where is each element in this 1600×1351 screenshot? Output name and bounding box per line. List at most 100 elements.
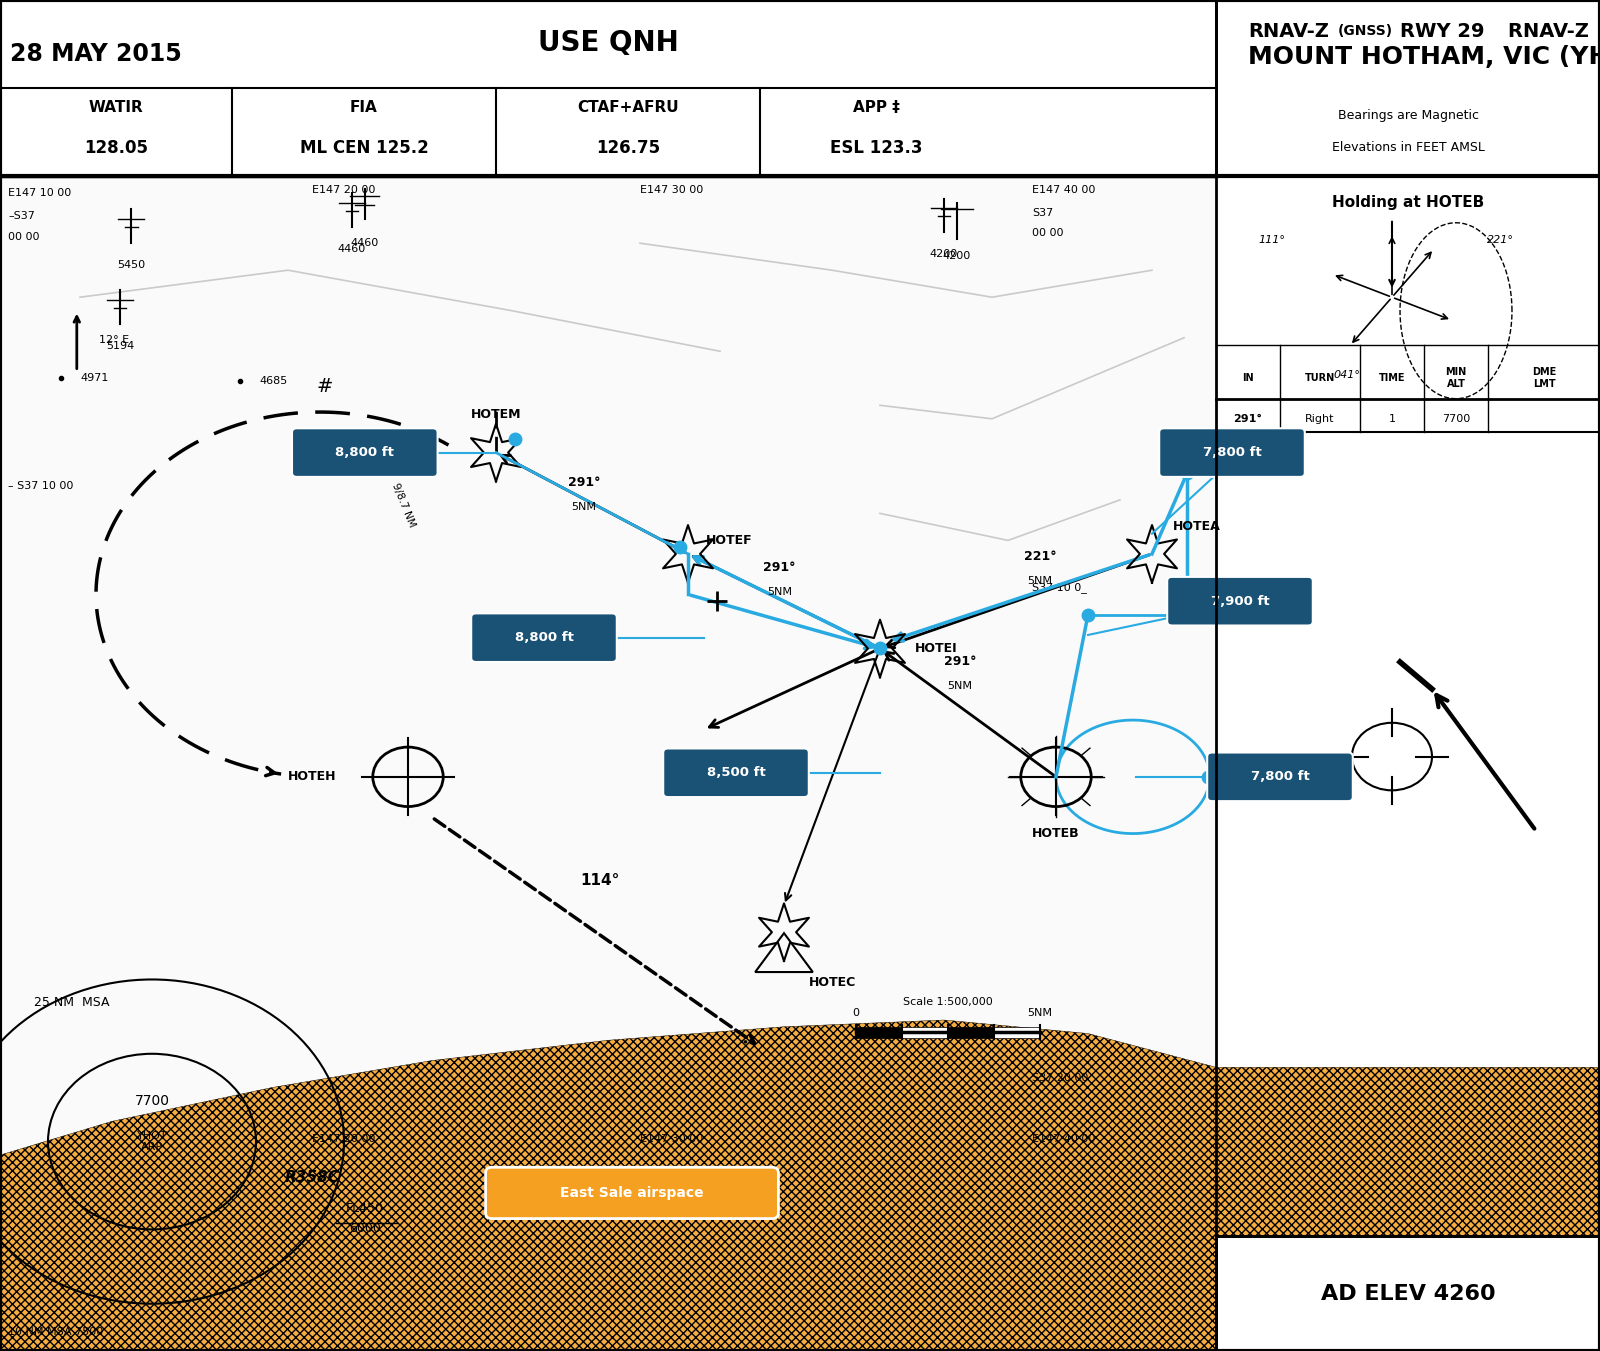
Text: USE QNH: USE QNH — [538, 30, 678, 57]
Text: 4200: 4200 — [942, 251, 971, 261]
Polygon shape — [0, 1020, 1600, 1351]
Text: HOTEF: HOTEF — [706, 534, 754, 547]
Text: #: # — [317, 377, 333, 396]
FancyBboxPatch shape — [291, 428, 438, 477]
Text: RNAV-Z: RNAV-Z — [1248, 22, 1330, 41]
Text: ML CEN 125.2: ML CEN 125.2 — [299, 139, 429, 157]
Text: E147 20 00: E147 20 00 — [312, 185, 376, 195]
Bar — [856, 1027, 902, 1038]
Text: –S37: –S37 — [8, 211, 35, 220]
Text: 7,800 ft: 7,800 ft — [1251, 770, 1309, 784]
Text: RWY 29: RWY 29 — [1400, 22, 1485, 41]
Text: Elevations in FEET AMSL: Elevations in FEET AMSL — [1331, 142, 1485, 154]
Text: 111°: 111° — [1259, 235, 1285, 245]
Text: Right: Right — [1306, 413, 1334, 424]
Text: HOTEM: HOTEM — [470, 408, 522, 422]
Text: 7700: 7700 — [134, 1094, 170, 1108]
Text: 221°: 221° — [1488, 235, 1514, 245]
Text: TURN: TURN — [1306, 373, 1334, 384]
Text: East Sale airspace: East Sale airspace — [560, 1186, 704, 1200]
Text: Bearings are Magnetic: Bearings are Magnetic — [1338, 109, 1478, 122]
Text: TIME: TIME — [1379, 373, 1405, 384]
Text: YHOT
ARP: YHOT ARP — [136, 1131, 168, 1152]
Text: MOUNT HOTHAM, VIC (YHOT): MOUNT HOTHAM, VIC (YHOT) — [1248, 45, 1600, 69]
Text: 1: 1 — [1389, 413, 1395, 424]
Text: IN: IN — [1242, 373, 1254, 384]
Bar — [902, 1027, 949, 1038]
Text: (GNSS): (GNSS) — [1338, 24, 1392, 38]
Text: 5NM: 5NM — [1027, 576, 1053, 586]
FancyBboxPatch shape — [1158, 428, 1306, 477]
Text: HOTEC: HOTEC — [808, 975, 856, 989]
Text: HOTEH: HOTEH — [288, 770, 336, 784]
Text: 5450: 5450 — [117, 261, 146, 270]
FancyBboxPatch shape — [664, 748, 810, 797]
Text: E147 10 00: E147 10 00 — [8, 188, 72, 197]
Text: 8,500 ft: 8,500 ft — [707, 766, 765, 780]
Text: 114°: 114° — [581, 873, 619, 888]
Text: ESL 123.3: ESL 123.3 — [830, 139, 922, 157]
Text: 128.05: 128.05 — [83, 139, 147, 157]
Text: HOTEB: HOTEB — [1032, 827, 1080, 840]
Text: Holding at HOTEB: Holding at HOTEB — [1331, 195, 1485, 211]
Text: CTAF+AFRU: CTAF+AFRU — [578, 100, 678, 115]
FancyBboxPatch shape — [486, 1167, 778, 1219]
Text: 9/8.7 NM: 9/8.7 NM — [390, 482, 416, 528]
Text: 041°: 041° — [1334, 370, 1360, 380]
Text: S37: S37 — [1032, 208, 1053, 218]
FancyBboxPatch shape — [1168, 577, 1312, 626]
Bar — [994, 1027, 1040, 1038]
Bar — [1216, 1236, 1600, 1351]
Text: 126.75: 126.75 — [595, 139, 661, 157]
Text: 00 00: 00 00 — [8, 232, 40, 242]
Text: DME
LMT: DME LMT — [1531, 367, 1557, 389]
Text: AD ELEV 4260: AD ELEV 4260 — [1320, 1283, 1496, 1304]
Text: 5NM: 5NM — [571, 501, 597, 512]
Bar — [0, 176, 1216, 1351]
Text: 7,900 ft: 7,900 ft — [1211, 594, 1269, 608]
FancyBboxPatch shape — [472, 613, 618, 662]
Text: 5194: 5194 — [106, 342, 134, 351]
Text: 4200: 4200 — [930, 250, 958, 259]
Text: E147 20 00: E147 20 00 — [312, 1133, 376, 1143]
Text: 291°: 291° — [944, 655, 976, 669]
Text: Scale 1:500,000: Scale 1:500,000 — [902, 997, 994, 1006]
Text: HOTEI: HOTEI — [915, 642, 957, 655]
Text: 0: 0 — [853, 1008, 859, 1017]
Text: WATIR: WATIR — [88, 100, 144, 115]
Text: E147 40 00: E147 40 00 — [1032, 1133, 1096, 1143]
Text: 5NM: 5NM — [766, 586, 792, 597]
Text: FL450: FL450 — [346, 1202, 384, 1215]
Text: FIA: FIA — [350, 100, 378, 115]
Text: – S37 10 00: – S37 10 00 — [8, 481, 74, 490]
Text: MIN
ALT: MIN ALT — [1445, 367, 1467, 389]
Text: S37 20 00: S37 20 00 — [1032, 1073, 1088, 1082]
Text: 291°: 291° — [763, 561, 795, 574]
Text: APP ‡: APP ‡ — [853, 100, 899, 115]
Text: 5NM: 5NM — [1027, 1008, 1053, 1017]
Text: 5NM: 5NM — [947, 681, 973, 692]
Text: 6000: 6000 — [349, 1223, 381, 1235]
Text: 7,800 ft: 7,800 ft — [1203, 446, 1261, 459]
Text: E147 30 00: E147 30 00 — [640, 185, 704, 195]
Text: 28 MAY 2015: 28 MAY 2015 — [10, 42, 181, 66]
Text: 291°: 291° — [1234, 413, 1262, 424]
Text: 10 NM MSA 7500: 10 NM MSA 7500 — [8, 1327, 104, 1336]
Text: E147 30 00: E147 30 00 — [640, 1133, 704, 1143]
Text: RNAV-Z: RNAV-Z — [1507, 22, 1595, 41]
Text: 25 NM  MSA: 25 NM MSA — [34, 997, 110, 1009]
Text: 4971: 4971 — [80, 373, 109, 384]
FancyBboxPatch shape — [1208, 753, 1354, 801]
Text: R358C: R358C — [285, 1170, 339, 1185]
Bar — [1216, 0, 1600, 1351]
Text: 4685: 4685 — [259, 376, 288, 386]
Text: 291°: 291° — [568, 476, 600, 489]
Text: E147 40 00: E147 40 00 — [1032, 185, 1096, 195]
Bar — [947, 1027, 994, 1038]
Text: HOTEA: HOTEA — [1173, 520, 1221, 534]
Text: 00 00: 00 00 — [1032, 228, 1064, 238]
Text: 4460: 4460 — [338, 245, 366, 254]
Text: 12° E: 12° E — [99, 335, 130, 346]
Text: 7700: 7700 — [1442, 413, 1470, 424]
Text: S37 10 0_: S37 10 0_ — [1032, 582, 1086, 593]
